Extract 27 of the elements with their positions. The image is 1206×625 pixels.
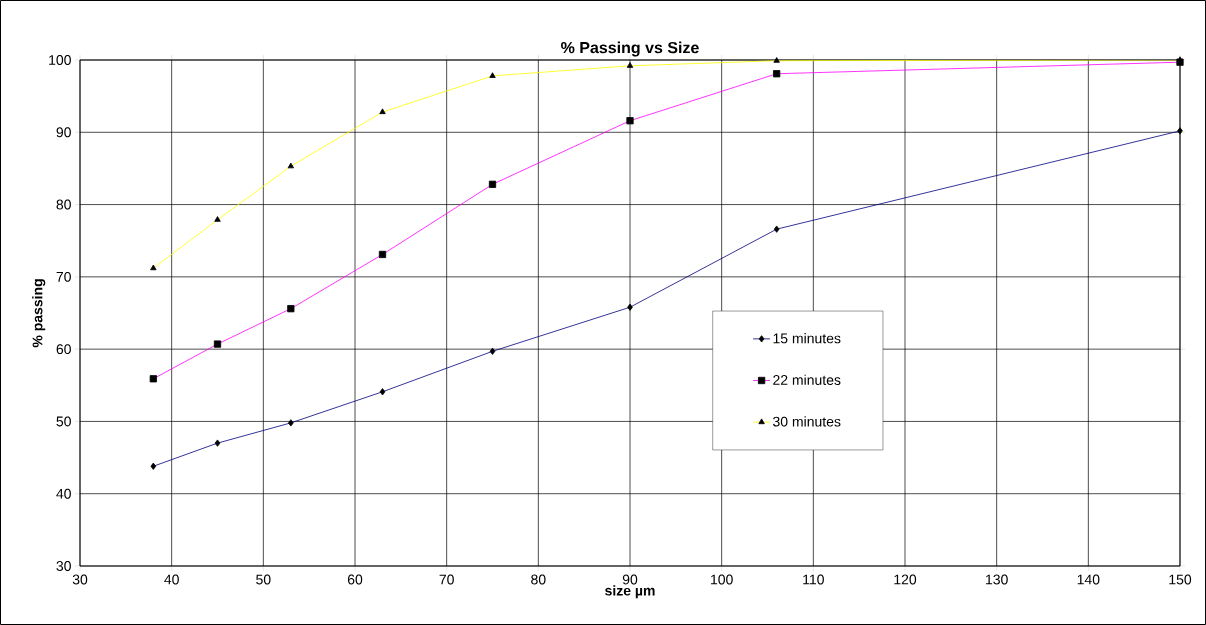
- x-tick-label: 120: [894, 574, 917, 585]
- legend-label: 15 minutes: [773, 333, 841, 344]
- chart-title: % Passing vs Size: [561, 41, 699, 57]
- legend-label: 22 minutes: [773, 374, 841, 385]
- x-tick-label: 60: [347, 574, 363, 585]
- x-tick-label: 140: [1077, 574, 1100, 585]
- x-axis-title: size µm: [605, 585, 655, 599]
- y-tick-label: 40: [56, 488, 71, 499]
- x-tick-label: 30: [72, 574, 88, 585]
- y-tick-label: 60: [56, 344, 71, 355]
- y-tick-label: 90: [56, 127, 71, 138]
- x-tick-label: 150: [1169, 574, 1192, 585]
- x-tick-label: 130: [986, 574, 1008, 585]
- y-tick-label: 70: [56, 271, 71, 282]
- y-tick-label: 100: [49, 55, 71, 65]
- x-tick-label: 70: [439, 574, 454, 585]
- y-tick-label: 30: [56, 561, 71, 571]
- x-tick-label: 90: [622, 574, 638, 585]
- x-tick-label: 40: [164, 574, 179, 585]
- x-tick-label: 50: [256, 574, 271, 585]
- legend-label: 30 minutes: [773, 416, 841, 427]
- y-tick-label: 80: [56, 199, 71, 210]
- x-tick-label: 80: [531, 574, 546, 585]
- y-tick-label: 50: [56, 416, 71, 427]
- x-tick-label: 100: [711, 574, 733, 585]
- y-axis-title: % passing: [32, 279, 46, 348]
- x-tick-label: 110: [803, 574, 824, 585]
